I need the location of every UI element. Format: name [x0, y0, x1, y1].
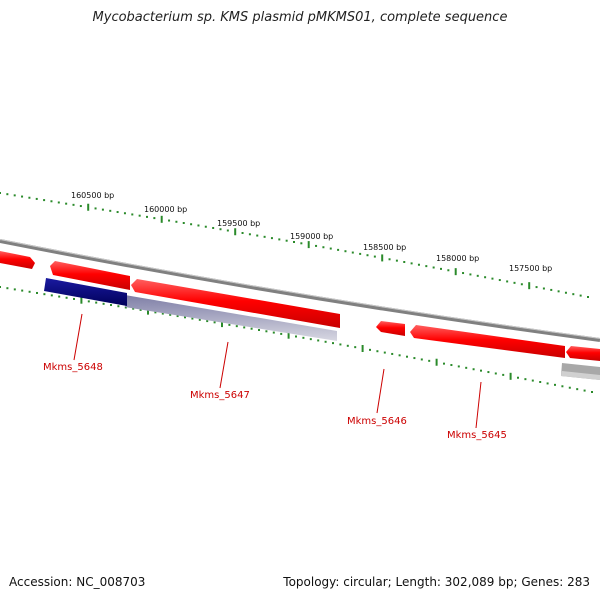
gene-arrow-right-edge[interactable] — [566, 346, 600, 361]
gene-label-mkms-5645[interactable]: Mkms_5645 — [447, 430, 507, 441]
tick-label-157500: 157500 bp — [509, 264, 552, 273]
accession-text: Accession: NC_008703 — [9, 575, 146, 589]
tick-label-158000: 158000 bp — [436, 254, 479, 263]
leader-line-mkms-5647 — [219, 341, 229, 389]
gene-label-mkms-5646[interactable]: Mkms_5646 — [347, 416, 407, 427]
gene-shadow-right-light — [561, 371, 600, 380]
gene-block-mkms-5648[interactable] — [44, 278, 127, 306]
gene-leader-lines — [73, 313, 482, 429]
leader-line-mkms-5646 — [376, 368, 385, 414]
tick-marks-inner — [0, 286, 593, 393]
tick-label-158500: 158500 bp — [363, 243, 406, 252]
gene-arrow-mkms-5645[interactable] — [410, 325, 565, 358]
gene-label-mkms-5647[interactable]: Mkms_5647 — [190, 390, 250, 401]
map-title: Mycobacterium sp. KMS plasmid pMKMS01, c… — [92, 10, 508, 25]
plasmid-backbone — [0, 239, 600, 342]
tick-label-159500: 159500 bp — [217, 219, 260, 228]
gene-arrow-left-edge[interactable] — [0, 251, 35, 269]
tick-label-160500: 160500 bp — [71, 191, 114, 200]
tick-label-160000: 160000 bp — [144, 205, 187, 214]
gene-labels: Mkms_5648 Mkms_5647 Mkms_5646 Mkms_5645 — [43, 362, 507, 441]
forward-strand-genes — [0, 251, 600, 361]
tick-labels: 160500 bp 160000 bp 159500 bp 159000 bp … — [71, 191, 552, 273]
topology-text: Topology: circular; Length: 302,089 bp; … — [283, 575, 590, 589]
plasmid-backbone-highlight — [0, 239, 600, 339]
gene-arrow-mkms-5647[interactable] — [131, 279, 340, 328]
gene-shadow-mkms-5647 — [125, 295, 337, 341]
tick-marks-outer — [0, 192, 589, 298]
leader-line-mkms-5648 — [73, 313, 83, 361]
reverse-strand-genes — [44, 278, 600, 380]
tick-label-159000: 159000 bp — [290, 232, 333, 241]
gene-label-mkms-5648[interactable]: Mkms_5648 — [43, 362, 103, 373]
gene-arrow[interactable] — [50, 261, 130, 290]
leader-line-mkms-5645 — [475, 381, 482, 429]
gene-arrow-mkms-5646[interactable] — [376, 321, 405, 336]
